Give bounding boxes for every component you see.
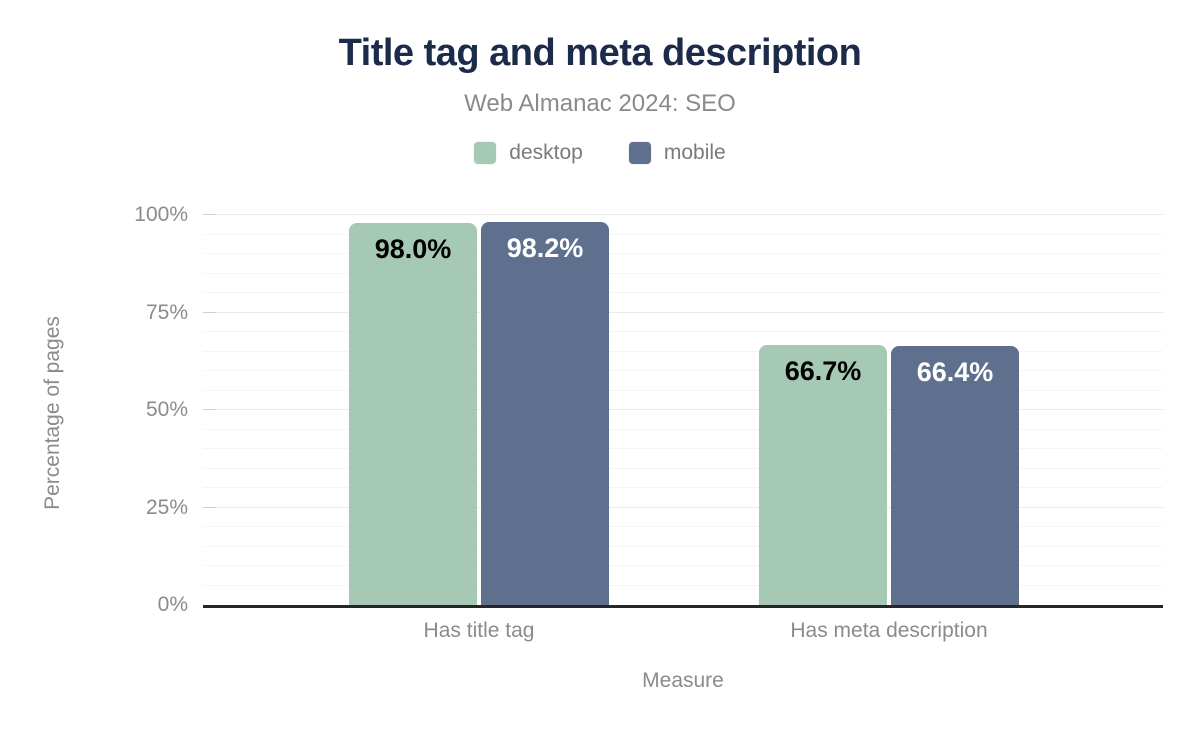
gridline [203, 389, 1163, 391]
gridline [203, 214, 1163, 215]
bar-mobile-has-meta-description[interactable]: 66.4% [891, 346, 1019, 605]
y-tick-label: 50% [145, 398, 188, 421]
bar-desktop-has-title-tag[interactable]: 98.0% [349, 222, 477, 605]
bar-desktop-has-meta-description[interactable]: 66.7% [759, 344, 887, 605]
y-tick-label: 75% [145, 300, 188, 324]
plot-area: Measure 0% 25% 50% 75% 100% 98.0% 98.2% Has tit… [134, 203, 1163, 692]
bar-value-label: 98.0% [374, 233, 452, 264]
x-axis-title: Measure [642, 669, 724, 692]
gridline [203, 448, 1163, 449]
gridline [203, 233, 1163, 235]
y-tick [203, 214, 216, 215]
y-tick-label: 0% [157, 593, 188, 616]
bar-value-label: 66.7% [784, 355, 862, 386]
y-tick-label: 100% [134, 203, 188, 226]
legend-label: desktop [509, 141, 583, 164]
gridline [203, 545, 1163, 547]
gridline [203, 526, 1163, 527]
gridline [203, 506, 1163, 508]
gridline [203, 584, 1163, 586]
mobile-swatch-icon [628, 142, 651, 164]
y-tick-label: 25% [145, 495, 188, 519]
y-tick [203, 506, 216, 508]
gridline [203, 487, 1163, 488]
gridline [203, 409, 1163, 410]
bar-value-label: 66.4% [916, 357, 994, 388]
gridline [203, 350, 1163, 352]
y-tick [203, 409, 216, 410]
chart-title: Title tag and meta description [338, 32, 862, 74]
y-axis-title-text: Percentage of pages [41, 316, 64, 510]
x-category-label: Has meta description [790, 619, 988, 642]
gridline [203, 370, 1163, 371]
bar-value-label: 98.2% [506, 233, 584, 264]
legend: desktop mobile [0, 141, 1200, 165]
gridline [203, 428, 1163, 430]
gridline [203, 292, 1163, 293]
bar-mobile-has-title-tag[interactable]: 98.2% [481, 222, 609, 605]
desktop-swatch-icon [474, 142, 497, 164]
gridline [203, 253, 1163, 254]
legend-item-desktop[interactable]: desktop [474, 141, 583, 165]
y-tick [203, 311, 216, 313]
legend-label: mobile [663, 141, 726, 164]
gridline [203, 272, 1163, 274]
gridline [203, 565, 1163, 566]
gridline [203, 331, 1163, 332]
legend-item-mobile[interactable]: mobile [628, 141, 726, 165]
gridline [203, 467, 1163, 469]
gridline [203, 311, 1163, 313]
x-category-label: Has title tag [423, 619, 535, 642]
chart-subtitle: Web Almanac 2024: SEO [464, 90, 736, 117]
